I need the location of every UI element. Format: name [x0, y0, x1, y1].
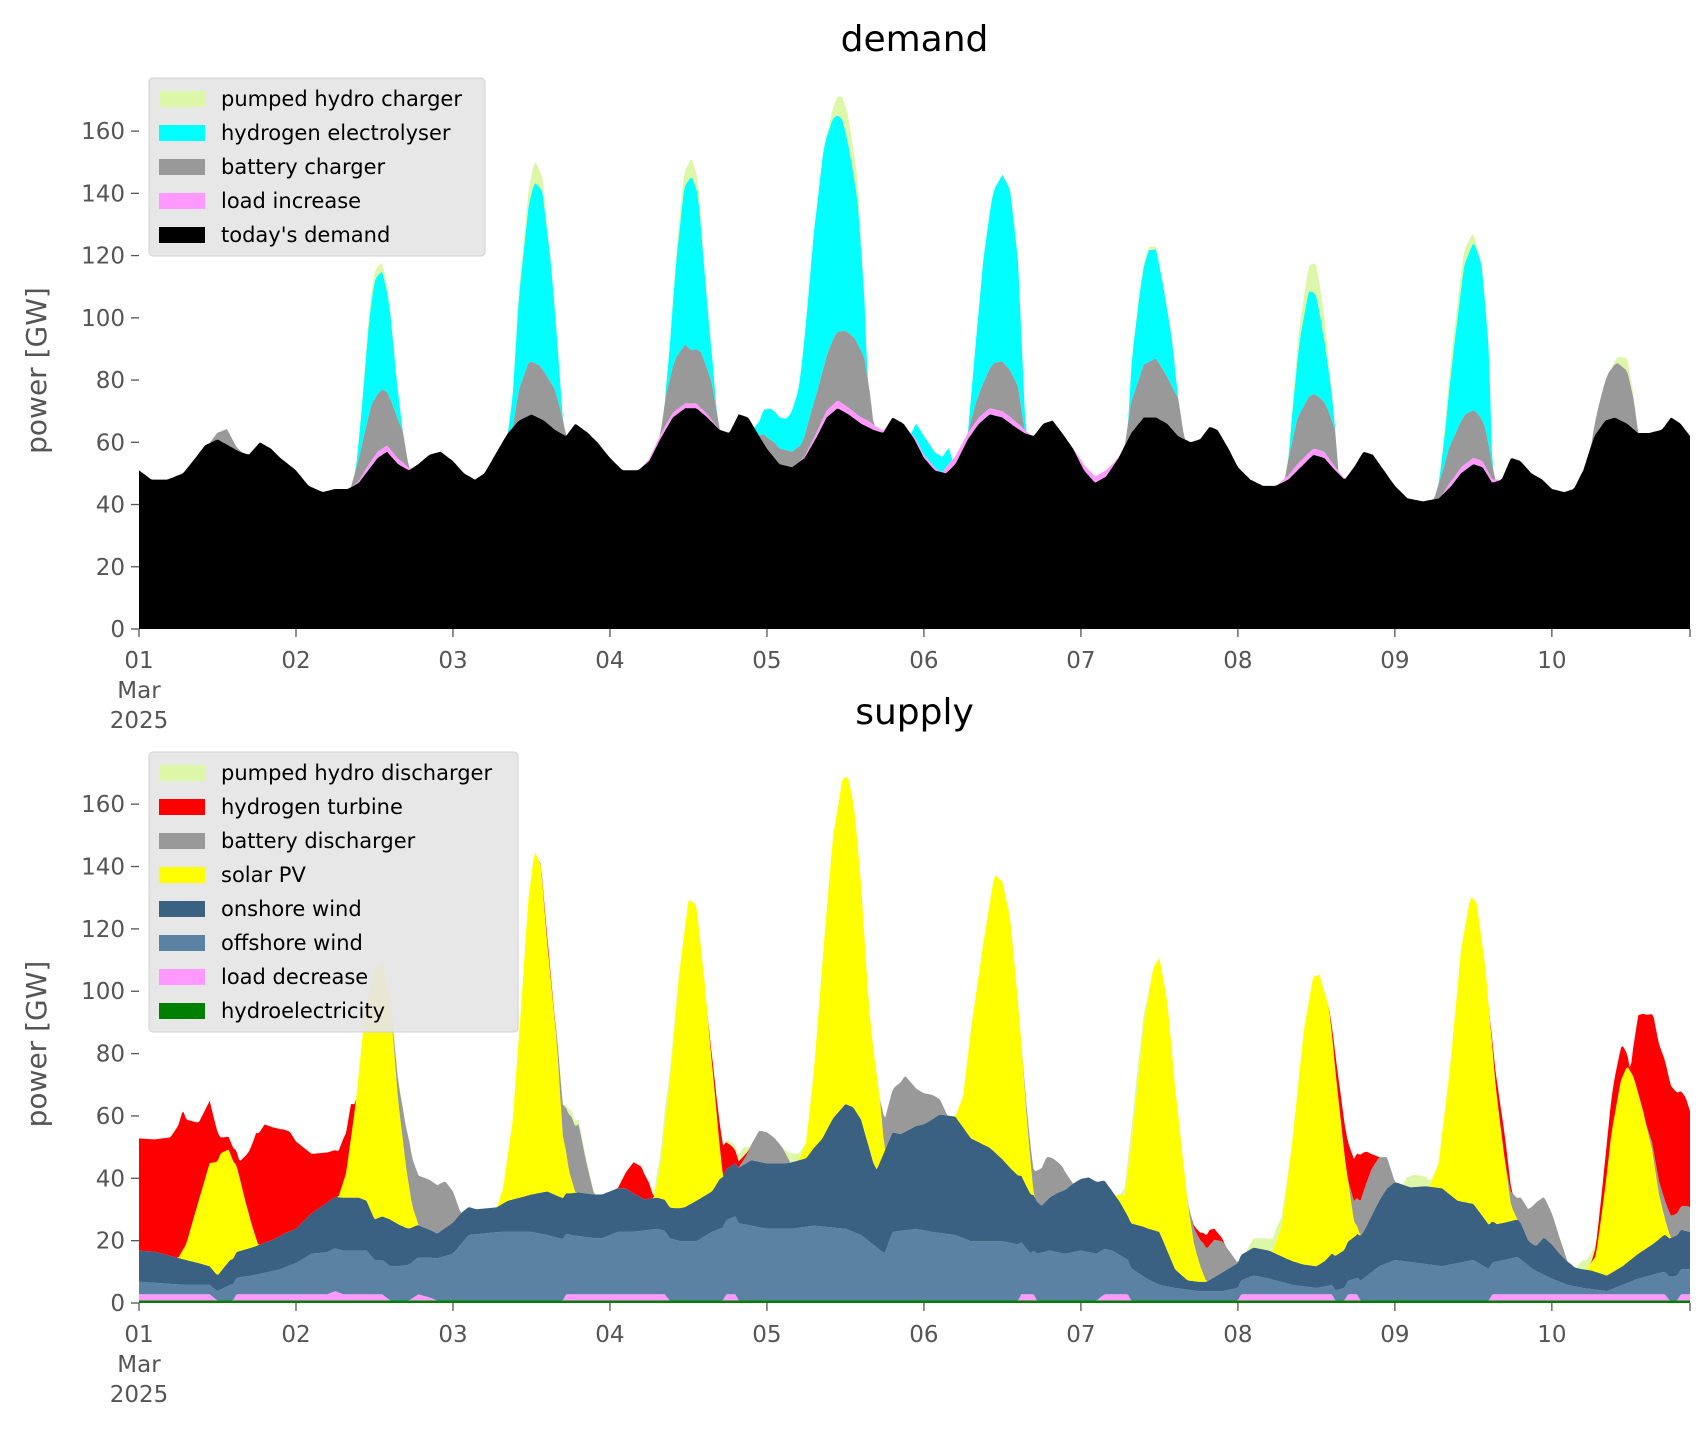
- demand-ytick-label: 80: [96, 368, 125, 394]
- supply-legend-swatch-hydroelectricity: [159, 1003, 205, 1019]
- demand-ytick-label: 60: [96, 430, 125, 456]
- supply-xtick-label: 09: [1380, 1322, 1409, 1348]
- demand-legend-swatch-today-s-demand: [159, 227, 205, 243]
- supply-xtick-label: 10: [1537, 1322, 1566, 1348]
- supply-legend-label-battery-discharger: battery discharger: [221, 829, 416, 853]
- demand-legend-swatch-hydrogen-electrolyser: [159, 125, 205, 141]
- demand-area-hydrogen-electrolyser: [139, 115, 1690, 502]
- supply-legend-label-pumped-hydro-discharger: pumped hydro discharger: [221, 761, 492, 785]
- supply-xtick-label: 08: [1223, 1322, 1252, 1348]
- demand-xtick-label: 04: [595, 648, 624, 674]
- demand-legend: pumped hydro charger hydrogen electrolyse…: [148, 77, 486, 257]
- demand-ytick-label: 100: [81, 306, 125, 332]
- supply-xtick-label: 04: [595, 1322, 624, 1348]
- supply-ytick-label: 140: [81, 855, 125, 881]
- demand-xtick-label: 03: [438, 648, 467, 674]
- supply-legend-label-onshore-wind: onshore wind: [221, 897, 362, 921]
- supply-area-offshore-wind: [139, 1216, 1690, 1301]
- supply-area-hydrogen-turbine: [139, 776, 1690, 1270]
- supply-xtick-label: 07: [1066, 1322, 1095, 1348]
- supply-xtick-label: 06: [909, 1322, 938, 1348]
- supply-ytick-label: 100: [81, 979, 125, 1005]
- supply-legend-swatch-offshore-wind: [159, 935, 205, 951]
- supply-ytick-label: 40: [96, 1166, 125, 1192]
- supply-legend-label-hydrogen-turbine: hydrogen turbine: [221, 795, 403, 819]
- supply-xtick-label: 05: [752, 1322, 781, 1348]
- demand-ytick-label: 120: [81, 244, 125, 270]
- supply-xtick-label: 01: [124, 1322, 153, 1348]
- demand-area-today-s-demand: [139, 408, 1690, 629]
- supply-panel: supply 0 20 40 60 80 100 120 140 160 01 Mar 2025 02 03…: [20, 692, 1691, 1408]
- demand-chart-title: demand: [841, 19, 989, 60]
- supply-chart-title: supply: [855, 692, 974, 733]
- demand-area-battery-charger: [139, 330, 1690, 502]
- demand-legend-label-pumped-hydro-charger: pumped hydro charger: [221, 87, 462, 111]
- demand-areas: [139, 96, 1690, 629]
- demand-xtick-label: 10: [1537, 648, 1566, 674]
- supply-xtick-label: 03: [438, 1322, 467, 1348]
- supply-ytick-label: 20: [96, 1229, 125, 1255]
- supply-ytick-label: 60: [96, 1104, 125, 1130]
- demand-ytick-label: 20: [96, 555, 125, 581]
- demand-legend-swatch-load-increase: [159, 193, 205, 209]
- supply-legend: pumped hydro discharger hydrogen turbine b…: [148, 751, 519, 1033]
- supply-area-battery-discharger: [139, 776, 1690, 1282]
- supply-area-hydroelectricity: [139, 1300, 1690, 1303]
- supply-area-load-decrease: [139, 1291, 1690, 1301]
- supply-legend-label-load-decrease: load decrease: [221, 965, 368, 989]
- supply-legend-swatch-onshore-wind: [159, 901, 205, 917]
- supply-area-solar-pv: [139, 776, 1690, 1282]
- supply-legend-label-offshore-wind: offshore wind: [221, 931, 363, 955]
- supply-ytick-label: 80: [96, 1042, 125, 1068]
- demand-xtick-label: 07: [1066, 648, 1095, 674]
- supply-legend-swatch-hydrogen-turbine: [159, 799, 205, 815]
- demand-legend-label-load-increase: load increase: [221, 189, 361, 213]
- supply-legend-swatch-pumped-hydro-discharger: [159, 765, 205, 781]
- supply-areas: [139, 776, 1690, 1303]
- supply-xtick-label: 02: [281, 1322, 310, 1348]
- supply-legend-swatch-load-decrease: [159, 969, 205, 985]
- supply-xtick-label: Mar: [117, 1352, 161, 1378]
- demand-xtick-label: 01: [124, 648, 153, 674]
- demand-ytick-label: 0: [110, 617, 125, 643]
- demand-xtick-label: 02: [281, 648, 310, 674]
- supply-legend-swatch-solar-pv: [159, 867, 205, 883]
- supply-xtick-label: 2025: [110, 1382, 169, 1408]
- demand-ytick-label: 160: [81, 119, 125, 145]
- demand-ylabel: power [GW]: [20, 287, 53, 454]
- demand-legend-label-hydrogen-electrolyser: hydrogen electrolyser: [221, 121, 451, 145]
- demand-xtick-label: 09: [1380, 648, 1409, 674]
- demand-legend-label-today-s-demand: today's demand: [221, 223, 390, 247]
- demand-ytick-label: 40: [96, 493, 125, 519]
- supply-ytick-label: 160: [81, 792, 125, 818]
- demand-legend-swatch-battery-charger: [159, 159, 205, 175]
- demand-legend-swatch-pumped-hydro-charger: [159, 91, 205, 107]
- demand-panel: demand 0 20 40 60 80 100 120 140 160 01 Mar 2025 02 03…: [20, 19, 1691, 734]
- supply-legend-label-solar-pv: solar PV: [221, 863, 306, 887]
- demand-xtick-label: 06: [909, 648, 938, 674]
- supply-area-onshore-wind: [139, 1104, 1690, 1292]
- demand-ytick-label: 140: [81, 181, 125, 207]
- supply-legend-label-hydroelectricity: hydroelectricity: [221, 999, 385, 1023]
- supply-ytick-label: 120: [81, 917, 125, 943]
- supply-legend-box: [148, 751, 519, 1033]
- demand-legend-box: [148, 77, 486, 257]
- demand-xtick-label: 05: [752, 648, 781, 674]
- supply-ylabel: power [GW]: [20, 961, 53, 1128]
- demand-xtick-label: Mar: [117, 678, 161, 704]
- supply-legend-swatch-battery-discharger: [159, 833, 205, 849]
- supply-ytick-label: 0: [110, 1291, 125, 1317]
- demand-legend-label-battery-charger: battery charger: [221, 155, 386, 179]
- demand-xtick-label: 08: [1223, 648, 1252, 674]
- demand-xtick-label: 2025: [110, 708, 169, 734]
